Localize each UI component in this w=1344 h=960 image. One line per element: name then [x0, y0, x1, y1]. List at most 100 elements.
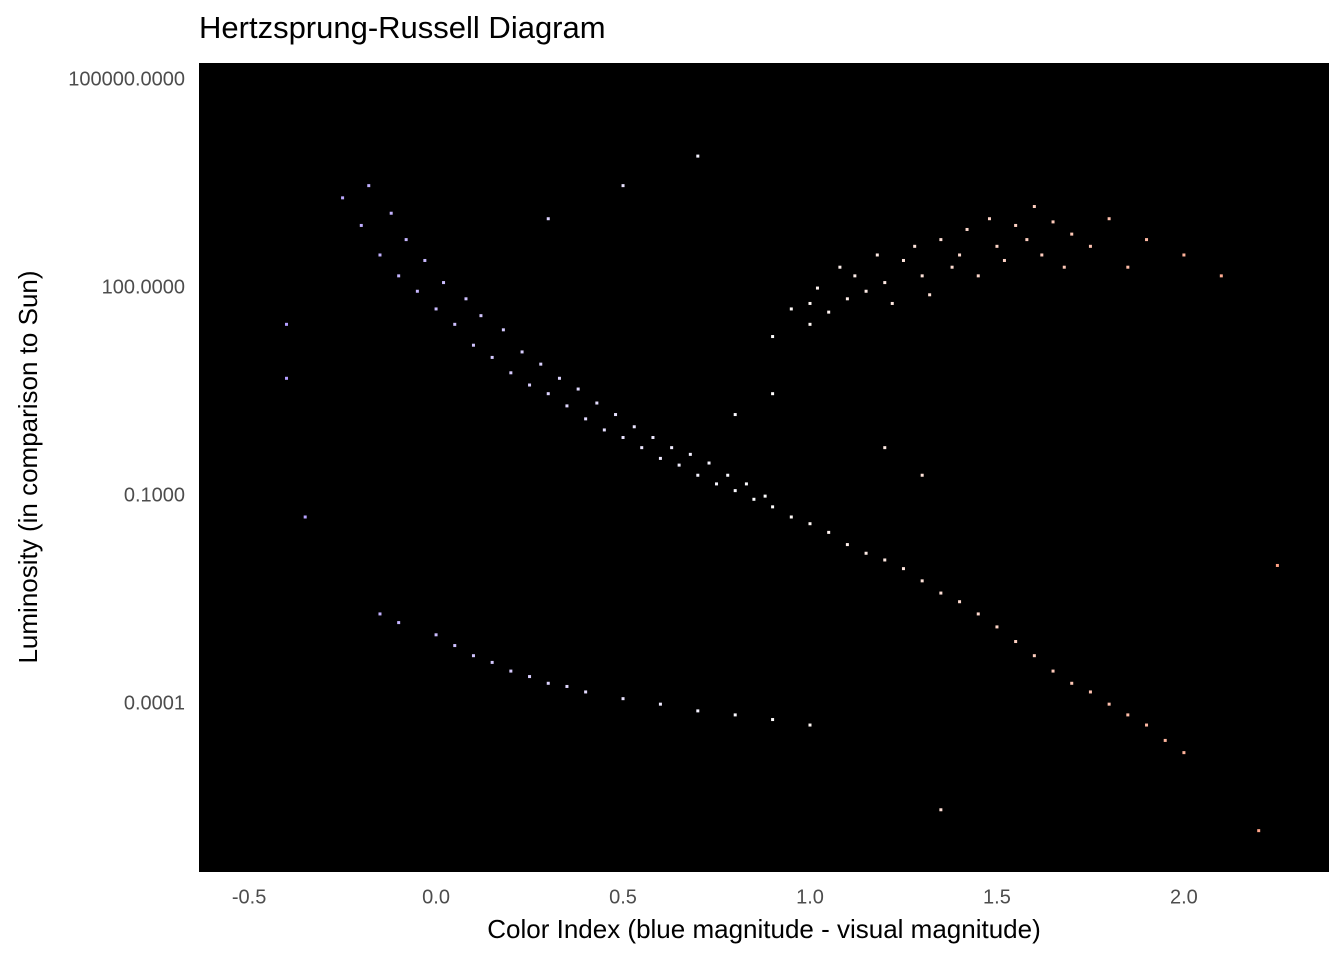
star-point: [733, 713, 737, 717]
star-point: [808, 322, 812, 326]
star-point: [576, 387, 580, 391]
star-point: [404, 238, 408, 242]
star-point: [1107, 702, 1111, 706]
star-point: [621, 697, 625, 701]
star-point: [901, 567, 905, 571]
star-point: [471, 654, 475, 658]
star-point: [539, 362, 543, 366]
star-point: [853, 274, 857, 278]
star-point: [1014, 223, 1018, 227]
star-point: [303, 515, 307, 519]
star-point: [397, 274, 401, 278]
star-point: [658, 702, 662, 706]
star-point: [479, 314, 483, 318]
star-point: [696, 709, 700, 713]
star-point: [442, 281, 446, 285]
star-point: [815, 286, 819, 290]
star-point: [1126, 265, 1130, 269]
star-point: [284, 322, 288, 326]
star-point: [453, 322, 457, 326]
star-point: [359, 223, 363, 227]
star-point: [423, 258, 427, 262]
star-point: [677, 463, 681, 467]
star-point: [490, 355, 494, 359]
star-point: [707, 461, 711, 465]
star-point: [614, 413, 618, 417]
star-point: [1002, 258, 1006, 262]
star-point: [976, 274, 980, 278]
star-point: [883, 281, 887, 285]
star-point: [789, 515, 793, 519]
star-point: [1275, 563, 1279, 567]
x-tick-label: 1.0: [796, 886, 824, 908]
star-point: [1182, 253, 1186, 257]
star-point: [632, 425, 636, 429]
x-tick-label: 2.0: [1170, 886, 1198, 908]
star-point: [995, 625, 999, 629]
star-point: [1182, 751, 1186, 755]
star-point: [397, 621, 401, 625]
star-point: [864, 289, 868, 293]
star-point: [621, 436, 625, 440]
star-point: [602, 428, 606, 432]
star-point: [901, 258, 905, 262]
star-point: [845, 297, 849, 301]
x-tick-label: 1.5: [983, 886, 1011, 908]
star-point: [378, 612, 382, 616]
star-point: [471, 343, 475, 347]
star-point: [284, 376, 288, 380]
star-point: [696, 473, 700, 477]
chart-title: Hertzsprung-Russell Diagram: [199, 10, 606, 45]
star-point: [557, 376, 561, 380]
star-point: [546, 681, 550, 685]
star-point: [939, 808, 943, 812]
star-point: [752, 497, 756, 501]
star-point: [845, 543, 849, 547]
star-point: [415, 289, 419, 293]
star-point: [1032, 205, 1036, 209]
star-point: [864, 551, 868, 555]
star-point: [1088, 244, 1092, 248]
star-point: [771, 505, 775, 509]
star-point: [913, 244, 917, 248]
star-point: [367, 184, 371, 188]
star-point: [651, 436, 655, 440]
star-point: [987, 217, 991, 221]
star-point: [1025, 238, 1029, 242]
star-point: [528, 675, 532, 679]
star-point: [950, 265, 954, 269]
star-point: [696, 154, 700, 158]
star-point: [1088, 690, 1092, 694]
star-point: [976, 612, 980, 616]
star-point: [771, 335, 775, 339]
star-point: [1107, 217, 1111, 221]
star-point: [1051, 220, 1055, 224]
star-point: [546, 217, 550, 221]
star-point: [920, 274, 924, 278]
star-point: [744, 482, 748, 486]
star-point: [434, 633, 438, 637]
star-point: [1040, 253, 1044, 257]
star-point: [808, 301, 812, 305]
star-point: [827, 530, 831, 534]
star-point: [584, 690, 588, 694]
star-point: [726, 473, 730, 477]
star-point: [509, 669, 513, 673]
star-point: [771, 392, 775, 396]
y-tick-label: 100.0000: [102, 276, 185, 298]
x-tick-label: 0.5: [609, 886, 637, 908]
y-axis-title: Luminosity (in comparison to Sun): [13, 270, 43, 663]
star-point: [928, 293, 932, 297]
star-point: [771, 718, 775, 722]
star-point: [890, 301, 894, 305]
star-point: [565, 684, 569, 688]
star-point: [789, 307, 793, 311]
star-point: [827, 310, 831, 314]
y-tick-label: 0.0001: [124, 692, 185, 714]
star-point: [763, 494, 767, 498]
star-point: [528, 383, 532, 387]
star-point: [1219, 274, 1223, 278]
star-point: [958, 253, 962, 257]
star-point: [670, 446, 674, 450]
